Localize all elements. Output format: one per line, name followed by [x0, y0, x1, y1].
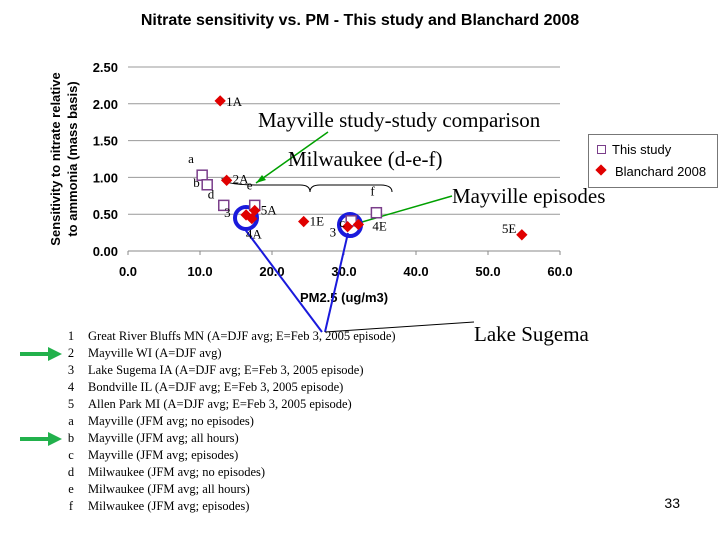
note-id: b — [67, 431, 75, 445]
points-layer — [196, 95, 528, 241]
chart-title: Nitrate sensitivity vs. PM - This study … — [140, 12, 580, 29]
highlight-arrow-icon — [20, 347, 62, 361]
note-id: f — [68, 499, 74, 513]
sugema-pointer-line-e — [324, 232, 349, 333]
sugema-pointer-line-a — [243, 227, 323, 333]
diamond-marker-icon — [595, 164, 609, 178]
point-label: 4E — [372, 219, 387, 234]
note-text: Milwaukee (JFM avg; all hours) — [88, 482, 250, 496]
point-label: 5A — [261, 203, 278, 218]
y-tick-label: 2.00 — [93, 97, 118, 112]
note-row: 3 Lake Sugema IA (A=DJF avg; E=Feb 3, 200… — [54, 362, 364, 379]
note-id: a — [68, 414, 74, 428]
note-text: Milwaukee (JFM avg; episodes) — [88, 499, 250, 513]
note-id: 5 — [67, 397, 75, 411]
y-tick-label: 0.50 — [93, 207, 118, 222]
note-text: Milwaukee (JFM avg; no episodes) — [88, 465, 266, 479]
note-text: Mayville (JFM avg; all hours) — [88, 431, 239, 445]
legend-label: Blanchard 2008 — [615, 163, 707, 179]
y-tick-label: 2.50 — [93, 60, 118, 75]
point-blanchard-4E — [352, 218, 365, 231]
highlight-arrow-icon — [20, 432, 62, 446]
note-row: e Milwaukee (JFM avg; all hours) — [54, 481, 250, 498]
note-text: Bondville IL (A=DJF avg; E=Feb 3, 2005 e… — [88, 380, 344, 394]
y-axis-label: Sensitivity to nitrate relative to ammoni… — [48, 72, 80, 245]
point-label: 3 — [330, 225, 337, 240]
legend-label: This study — [612, 141, 672, 157]
note-text: Mayville (JFM avg; episodes) — [88, 448, 239, 462]
point-label: b — [193, 175, 200, 190]
point-label: f — [370, 184, 375, 199]
point-this-study-b — [201, 179, 213, 191]
x-tick-label: 60.0 — [547, 264, 572, 279]
y-tick-label: 1.00 — [93, 170, 118, 185]
x-tick-label: 50.0 — [475, 264, 500, 279]
point-labels-layer: abd e f c 1A 2A 5A 3 4A 1E 3 4E 5E — [188, 94, 516, 242]
note-id: 4 — [67, 380, 75, 394]
note-text: Mayville (JFM avg; no episodes) — [88, 414, 254, 428]
note-text: Lake Sugema IA (A=DJF avg; E=Feb 3, 2005… — [88, 363, 364, 377]
point-blanchard-4A — [246, 212, 258, 225]
note-id: 3 — [67, 363, 75, 377]
x-axis-label: PM2.5 (ug/m3) — [300, 290, 388, 305]
point-label: d — [208, 186, 215, 201]
page-number: 33 — [664, 495, 680, 511]
note-id: c — [68, 448, 74, 462]
note-id: e — [68, 482, 74, 496]
point-label: 2A — [233, 171, 250, 186]
y-axis-label-line: to ammonia (mass basis) — [65, 81, 80, 236]
point-label: 1A — [226, 94, 243, 109]
note-id: d — [67, 465, 75, 479]
note-row: c Mayville (JFM avg; episodes) — [54, 447, 238, 464]
point-label: 3 — [224, 205, 231, 220]
point-label: 5E — [502, 221, 516, 236]
annotation-milwaukee: Milwaukee (d-e-f) — [288, 147, 443, 171]
point-label: a — [188, 151, 194, 166]
note-row: 4 Bondville IL (A=DJF avg; E=Feb 3, 2005 … — [54, 379, 343, 396]
y-tick-label: 1.50 — [93, 134, 118, 149]
note-id: 1 — [67, 329, 75, 343]
note-row: a Mayville (JFM avg; no episodes) — [54, 413, 254, 430]
note-text: Allen Park MI (A=DJF avg; E=Feb 3, 2005 … — [88, 397, 352, 411]
sugema-connector — [324, 321, 475, 333]
y-tick-label: 0.00 — [93, 244, 118, 259]
note-text: Mayville WI (A=DJF avg) — [88, 346, 222, 360]
point-this-study-f — [370, 206, 383, 219]
note-id: 2 — [67, 346, 75, 360]
annotation-lake-sugema: Lake Sugema — [474, 322, 589, 346]
point-blanchard-1E — [298, 215, 310, 228]
y-axis-label-line: Sensitivity to nitrate relative — [48, 72, 63, 245]
point-blanchard-2A — [220, 174, 233, 187]
legend-item-blanchard: Blanchard 2008 — [595, 161, 706, 181]
annotation-mayville-comparison: Mayville study-study comparison — [258, 108, 541, 132]
note-row: 1 Great River Bluffs MN (A=DJF avg; E=Feb… — [54, 328, 396, 345]
comparison-arrowhead — [256, 175, 266, 183]
square-marker-icon — [597, 144, 606, 154]
chart-legend: This study Blanchard 2008 — [588, 134, 718, 188]
x-tick-label: 40.0 — [403, 264, 428, 279]
note-row: f Milwaukee (JFM avg; episodes) — [54, 498, 250, 515]
note-row: d Milwaukee (JFM avg; no episodes) — [54, 464, 265, 481]
axis-layer: 0.000.501.001.502.002.500.0 10.0 20.0 30.0 4… — [48, 60, 573, 305]
legend-item-this-study: This study — [595, 139, 671, 159]
milwaukee-brace — [221, 177, 393, 193]
note-row: b Mayville (JFM avg; all hours) — [54, 430, 239, 447]
point-blanchard-3 — [341, 221, 354, 233]
x-tick-label: 30.0 — [331, 264, 356, 279]
point-this-study-d — [218, 199, 230, 212]
note-row: 2 Mayville WI (A=DJF avg) — [54, 345, 222, 362]
comparison-pointer-line — [255, 131, 329, 184]
x-tick-label: 0.0 — [119, 264, 137, 279]
point-blanchard-5E — [516, 229, 528, 241]
point-label: 4A — [246, 227, 263, 242]
point-blanchard-1A — [214, 95, 226, 107]
point-label: c — [339, 215, 345, 230]
point-label: 1E — [310, 214, 325, 229]
note-row: 5 Allen Park MI (A=DJF avg; E=Feb 3, 2005… — [54, 396, 352, 413]
point-label: e — [247, 177, 253, 192]
x-tick-label: 10.0 — [187, 264, 212, 279]
note-text: Great River Bluffs MN (A=DJF avg; E=Feb … — [88, 329, 396, 343]
annotation-mayville-episodes: Mayville episodes — [452, 184, 606, 208]
